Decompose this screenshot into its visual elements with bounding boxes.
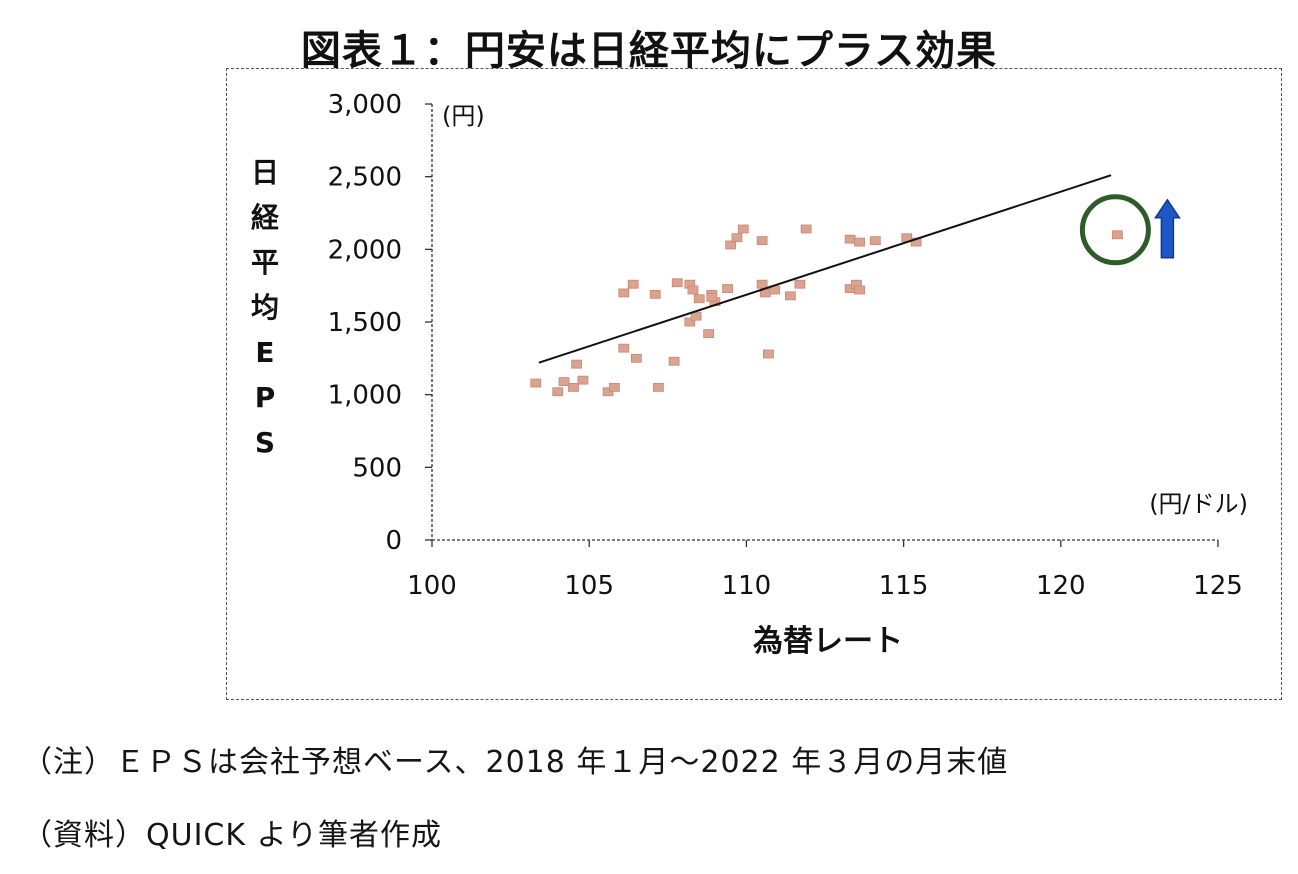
y-unit-label: (円) bbox=[442, 102, 485, 130]
y-tick-label: 3,000 bbox=[328, 90, 402, 120]
data-point bbox=[794, 279, 806, 289]
data-point bbox=[854, 237, 865, 247]
y-tick-label: 2,000 bbox=[328, 235, 402, 265]
data-point bbox=[763, 349, 774, 359]
x-axis-label: 為替レート bbox=[753, 624, 903, 659]
x-tick-label: 105 bbox=[564, 571, 614, 601]
y-tick-label: 1,500 bbox=[328, 308, 402, 338]
y-ticks: 0 500 1,000 1,500 2,000 2,500 3,000 bbox=[328, 90, 432, 556]
data-point bbox=[577, 375, 589, 385]
data-point bbox=[844, 234, 856, 244]
data-point bbox=[652, 382, 664, 392]
footnote: （注）ＥＰＳは会社予想ベース、2018 年１月～2022 年３月の月末値 bbox=[22, 745, 1009, 780]
data-point bbox=[703, 329, 715, 339]
data-point bbox=[530, 378, 542, 388]
x-tick-label: 110 bbox=[722, 571, 772, 601]
chart-frame bbox=[226, 68, 1282, 700]
data-point bbox=[800, 224, 812, 234]
y-tick-label: 0 bbox=[385, 526, 402, 556]
data-point bbox=[1111, 230, 1123, 240]
data-point bbox=[571, 359, 583, 369]
data-point bbox=[668, 356, 680, 366]
arrow-shape bbox=[1153, 198, 1181, 259]
data-point bbox=[618, 343, 630, 353]
y-axis-label-char: 平 bbox=[251, 246, 279, 279]
figure-title: 図表１：円安は日経平均にプラス効果 bbox=[300, 28, 998, 74]
data-point bbox=[684, 317, 696, 327]
data-point bbox=[722, 284, 733, 293]
data-point bbox=[618, 288, 630, 298]
x-ticks: 100 105 110 115 120 125 bbox=[407, 540, 1243, 601]
axes bbox=[431, 104, 1218, 541]
y-axis-label-char: 日 bbox=[251, 156, 279, 189]
x-tick-label: 125 bbox=[1193, 571, 1243, 601]
x-unit-label: (円/ドル) bbox=[1149, 490, 1248, 518]
data-point bbox=[725, 240, 737, 250]
data-point bbox=[552, 387, 564, 397]
data-point bbox=[630, 353, 642, 363]
data-point bbox=[756, 236, 768, 246]
x-tick-label: 100 bbox=[407, 571, 457, 601]
data-point bbox=[706, 292, 718, 302]
trendline bbox=[538, 174, 1112, 364]
y-axis-label-char: P bbox=[255, 381, 276, 414]
x-tick-label: 115 bbox=[879, 571, 929, 601]
data-point bbox=[687, 285, 699, 295]
y-tick-label: 1,000 bbox=[328, 381, 402, 411]
y-tick-label: 500 bbox=[352, 453, 402, 483]
x-tick-label: 120 bbox=[1036, 571, 1086, 601]
data-point bbox=[731, 233, 743, 243]
data-point bbox=[671, 278, 683, 288]
data-point bbox=[869, 236, 881, 246]
data-point bbox=[854, 285, 865, 295]
data-point bbox=[693, 294, 705, 304]
highlight-circle bbox=[1079, 194, 1151, 266]
y-tick-label: 2,500 bbox=[328, 163, 402, 193]
data-point bbox=[608, 382, 620, 392]
y-axis-label-char: 経 bbox=[251, 201, 280, 234]
data-point bbox=[785, 291, 796, 301]
data-point bbox=[558, 377, 570, 386]
data-points bbox=[530, 224, 1123, 397]
source-note: （資料）QUICK より筆者作成 bbox=[22, 818, 442, 853]
up-arrow-icon bbox=[1153, 198, 1181, 259]
data-point bbox=[737, 224, 749, 234]
data-point bbox=[568, 382, 579, 392]
y-axis-label-char: E bbox=[255, 336, 274, 369]
data-point bbox=[627, 279, 639, 289]
data-point bbox=[649, 289, 661, 299]
y-axis-label-char: 均 bbox=[251, 291, 279, 324]
data-point bbox=[756, 279, 768, 289]
y-axis-label-char: S bbox=[255, 426, 275, 459]
